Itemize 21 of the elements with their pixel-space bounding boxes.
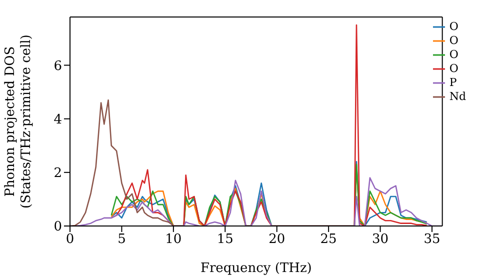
x-tick-label: 10: [165, 232, 182, 248]
x-tick-label: 15: [216, 232, 234, 248]
x-axis-title: Frequency (THz): [200, 261, 312, 276]
legend-label: O: [449, 48, 458, 61]
y-axis-title: Phonon projected DOS (States/THz·primitive cell): [3, 34, 34, 209]
legend-label: Nd: [449, 90, 466, 103]
y-tick-label: 2: [54, 166, 62, 182]
x-tick-label: 5: [118, 232, 126, 248]
x-tick-label: 35: [424, 232, 440, 248]
y-tick-label: 6: [54, 58, 62, 74]
legend-label: O: [449, 62, 458, 75]
x-tick-label: 20: [268, 232, 286, 248]
legend-label: O: [449, 20, 458, 33]
x-tick-label: 25: [320, 232, 337, 248]
legend-label: O: [449, 34, 458, 47]
y-tick-label: 0: [54, 220, 62, 235]
legend-label: P: [449, 76, 457, 89]
line-series: [70, 99, 174, 226]
y-tick-label: 4: [54, 112, 62, 128]
x-tick-label: 30: [372, 232, 389, 248]
x-tick-label: 0: [66, 232, 74, 248]
